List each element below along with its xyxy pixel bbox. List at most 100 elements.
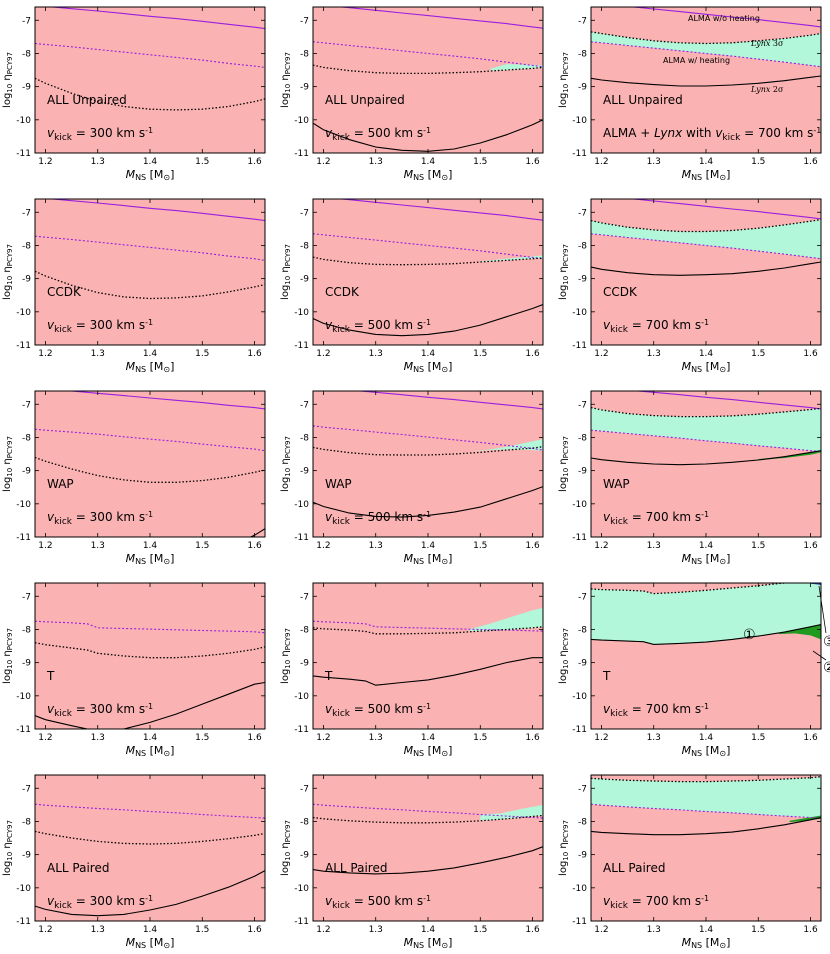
model-label: ALL Unpaired: [325, 93, 405, 107]
panel-3: 1.2 1.3 1.4 1.5 1.6 -7 -8 -9 -10 -11 MNS [M⊙] log10…: [2, 198, 266, 374]
y-tick-label: -10: [572, 308, 587, 318]
x-tick-label: 1.3: [647, 541, 661, 551]
y-tick-label: -9: [578, 659, 587, 669]
y-tick-label: -10: [16, 500, 31, 510]
y-axis-label: log10 ηPCY97: [2, 52, 14, 108]
y-tick-label: -11: [16, 149, 31, 159]
marker-2: ②: [823, 660, 830, 676]
x-tick-label: 1.6: [525, 157, 540, 167]
lynx3-line: [591, 218, 821, 233]
alma-wh-line: [35, 42, 265, 68]
x-tick-label: 1.6: [247, 157, 262, 167]
x-axis-label: MNS [M⊙]: [126, 360, 175, 374]
x-tick-label: 1.4: [699, 925, 714, 935]
allowed-region-dark: [779, 624, 821, 640]
y-tick-label: -10: [294, 884, 309, 894]
y-tick-label: -7: [22, 400, 31, 410]
excluded-region: [313, 199, 543, 345]
x-tick-label: 1.2: [594, 157, 608, 167]
y-tick-label: -10: [294, 308, 309, 318]
x-tick-label: 1.2: [316, 925, 330, 935]
x-tick-label: 1.2: [38, 541, 52, 551]
y-tick-label: -11: [16, 533, 31, 543]
x-tick-label: 1.5: [751, 349, 765, 359]
y-tick-label: -9: [300, 851, 309, 861]
x-tick-label: 1.5: [195, 541, 209, 551]
y-axis-label: log10 ηPCY97: [558, 52, 570, 108]
marker-3-leader: [818, 585, 827, 634]
allowed-region-dark: [789, 815, 821, 823]
y-axis-label: log10 ηPCY97: [558, 244, 570, 300]
allowed-region: [490, 64, 543, 71]
y-tick-label: -9: [22, 467, 31, 477]
x-tick-label: 1.2: [38, 733, 52, 743]
x-tick-label: 1.3: [647, 925, 661, 935]
vkick-label: vkick = 300 km s-1: [47, 702, 153, 719]
y-tick-label: -8: [300, 49, 309, 59]
y-tick-label: -11: [572, 917, 587, 927]
alma-woh-line: [354, 391, 543, 410]
lynx3-line: [35, 77, 265, 111]
y-tick-label: -10: [294, 692, 309, 702]
x-tick-label: 1.4: [699, 733, 714, 743]
y-tick-label: -8: [300, 241, 309, 251]
x-tick-label: 1.3: [91, 349, 105, 359]
x-tick-label: 1.5: [195, 157, 209, 167]
y-tick-label: -9: [22, 851, 31, 861]
alma-woh-line: [47, 7, 265, 30]
model-label: WAP: [603, 477, 630, 491]
lynx3-line: [591, 31, 821, 45]
y-tick-label: -10: [572, 500, 587, 510]
x-tick-label: 1.5: [195, 349, 209, 359]
y-axis-label: log10 ηPCY97: [558, 628, 570, 684]
model-label: ALL Unpaired: [47, 93, 127, 107]
x-tick-label: 1.2: [594, 541, 608, 551]
marker-3: ③: [823, 634, 830, 650]
vkick-label: vkick = 700 km s-1: [603, 894, 709, 911]
panel-9: 1.2 1.3 1.4 1.5 1.6 -7 -8 -9 -10 -11 MNS [M⊙] log10…: [2, 582, 266, 758]
x-tick-label: 1.3: [91, 541, 105, 551]
x-tick-label: 1.6: [247, 349, 262, 359]
x-tick-label: 1.4: [699, 541, 714, 551]
y-tick-label: -9: [578, 83, 587, 93]
lynx3-line: [313, 814, 543, 824]
alma-woh-line: [632, 391, 821, 410]
vkick-label: ALMA + Lynx with vkick = 700 km s-1: [603, 126, 821, 143]
x-tick-label: 1.5: [473, 541, 487, 551]
lynx2-line: [35, 870, 265, 917]
alma-woh-line: [47, 199, 265, 222]
x-axis-label: MNS [M⊙]: [682, 168, 731, 182]
model-label: WAP: [325, 477, 352, 491]
panel-4: 1.2 1.3 1.4 1.5 1.6 -7 -8 -9 -10 -11 MNS [M⊙] log10…: [280, 198, 544, 374]
lynx3-line: [35, 456, 265, 483]
x-tick-label: 1.4: [421, 541, 436, 551]
model-label: ALL Paired: [603, 861, 665, 875]
panel-13: 1.2 1.3 1.4 1.5 1.6 -7 -8 -9 -10 -11 MNS [M⊙] log10…: [280, 774, 544, 950]
y-tick-label: -7: [22, 208, 31, 218]
vkick-label: vkick = 500 km s-1: [325, 126, 431, 143]
allowed-region: [480, 255, 543, 262]
y-tick-label: -7: [22, 784, 31, 794]
y-axis-label: log10 ηPCY97: [280, 244, 292, 300]
x-tick-label: 1.6: [247, 733, 262, 743]
x-tick-label: 1.6: [247, 541, 262, 551]
y-axis-label: log10 ηPCY97: [280, 628, 292, 684]
y-tick-label: -9: [22, 659, 31, 669]
y-tick-label: -8: [300, 817, 309, 827]
y-tick-label: -11: [294, 341, 309, 351]
y-axis-label: log10 ηPCY97: [280, 436, 292, 492]
y-tick-label: -7: [578, 16, 587, 26]
y-tick-label: -8: [22, 49, 31, 59]
allowed-region: [591, 31, 821, 67]
x-tick-label: 1.4: [421, 157, 436, 167]
lynx3-line: [313, 256, 543, 266]
x-axis-label: MNS [M⊙]: [404, 552, 453, 566]
model-label: WAP: [47, 477, 74, 491]
lynx3-line: [313, 626, 543, 635]
excluded-region: [591, 199, 821, 345]
y-tick-label: -7: [300, 16, 309, 26]
x-axis-label: MNS [M⊙]: [126, 552, 175, 566]
y-tick-label: -11: [572, 341, 587, 351]
x-axis-label: MNS [M⊙]: [126, 936, 175, 950]
alma-wh-line: [313, 233, 543, 260]
